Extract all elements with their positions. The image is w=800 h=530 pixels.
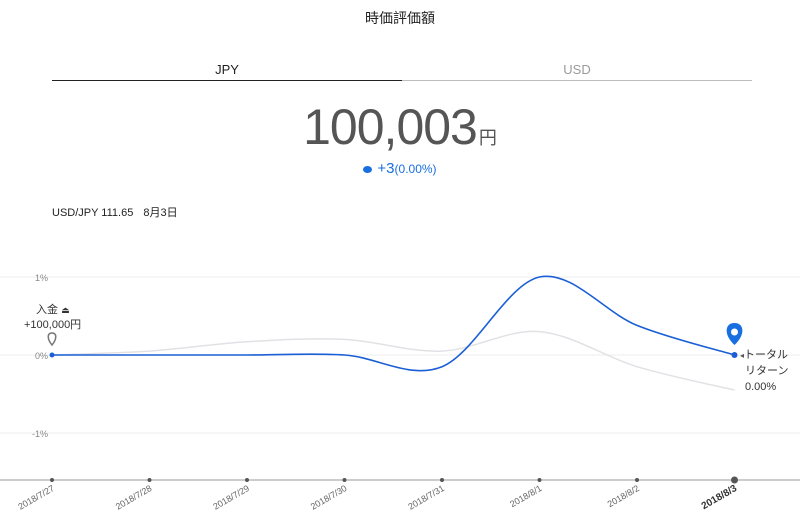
x-tick-dot bbox=[342, 478, 347, 482]
x-tick-label: 2018/7/31 bbox=[406, 483, 446, 512]
chart-markers bbox=[47, 323, 743, 358]
x-tick-label: 2018/7/27 bbox=[16, 483, 56, 512]
deposit-label: 入金 bbox=[36, 304, 58, 316]
fx-date: 8月3日 bbox=[143, 207, 178, 219]
x-tick-dot bbox=[537, 478, 542, 482]
location-pin-hole bbox=[731, 328, 738, 336]
currency-tabs: JPY USD bbox=[52, 62, 752, 82]
page-title: 時価評価額 bbox=[365, 10, 435, 26]
series-line-portfolio bbox=[52, 275, 735, 372]
deposit-pin-icon bbox=[47, 332, 57, 347]
x-tick-dot bbox=[635, 478, 639, 482]
total-return-label-2: リターン bbox=[745, 365, 789, 377]
y-axis-labels: 1% 0% -1% bbox=[32, 273, 48, 439]
x-tick-label: 2018/7/28 bbox=[114, 483, 154, 512]
deposit-icon: ⏏ bbox=[61, 305, 70, 315]
change-value: +3 bbox=[377, 160, 395, 177]
return-pointer-icon: ◂ bbox=[740, 351, 745, 360]
y-tick-label: 1% bbox=[35, 273, 48, 283]
x-tick-dot bbox=[731, 476, 738, 484]
tab-jpy[interactable]: JPY bbox=[215, 62, 239, 77]
y-tick-label: 0% bbox=[35, 351, 48, 361]
x-tick-label: 2018/7/29 bbox=[211, 483, 251, 512]
tab-jpy-underline bbox=[52, 80, 402, 81]
x-tick-dot bbox=[245, 478, 249, 482]
y-tick-label: -1% bbox=[32, 429, 48, 439]
end-point bbox=[731, 352, 738, 358]
series-line-benchmark bbox=[51, 330, 735, 391]
change-dot-icon bbox=[363, 165, 373, 173]
chart-series bbox=[51, 275, 735, 391]
valuation-number: 100,003 bbox=[303, 99, 478, 155]
tab-usd-underline bbox=[402, 80, 752, 81]
total-return-label-1: トータル bbox=[744, 349, 789, 361]
x-tick-label: 2018/8/3 bbox=[700, 483, 740, 512]
start-point bbox=[49, 352, 55, 358]
change-percent: (0.00%) bbox=[394, 162, 437, 176]
x-axis: 2018/7/27 2018/7/28 2018/7/29 2018/7/30 2018… bbox=[0, 476, 800, 512]
x-tick-label: 2018/8/1 bbox=[508, 483, 543, 509]
x-tick-dot bbox=[50, 478, 54, 482]
x-tick-dot bbox=[147, 478, 152, 482]
valuation-unit: 円 bbox=[478, 128, 497, 148]
tab-usd[interactable]: USD bbox=[563, 62, 591, 77]
valuation-change: +3(0.00%) bbox=[0, 160, 800, 177]
x-tick-label: 2018/8/2 bbox=[606, 483, 641, 509]
fx-pair: USD/JPY 111.65 bbox=[52, 207, 134, 219]
x-tick-dot bbox=[440, 478, 444, 482]
deposit-amount: +100,000円 bbox=[24, 319, 82, 331]
fx-rate: USD/JPY 111.65 8月3日 bbox=[52, 204, 178, 220]
valuation-amount: 100,003 円 bbox=[0, 98, 800, 156]
x-tick-label: 2018/7/30 bbox=[309, 483, 349, 512]
total-return-value: 0.00% bbox=[745, 381, 777, 393]
